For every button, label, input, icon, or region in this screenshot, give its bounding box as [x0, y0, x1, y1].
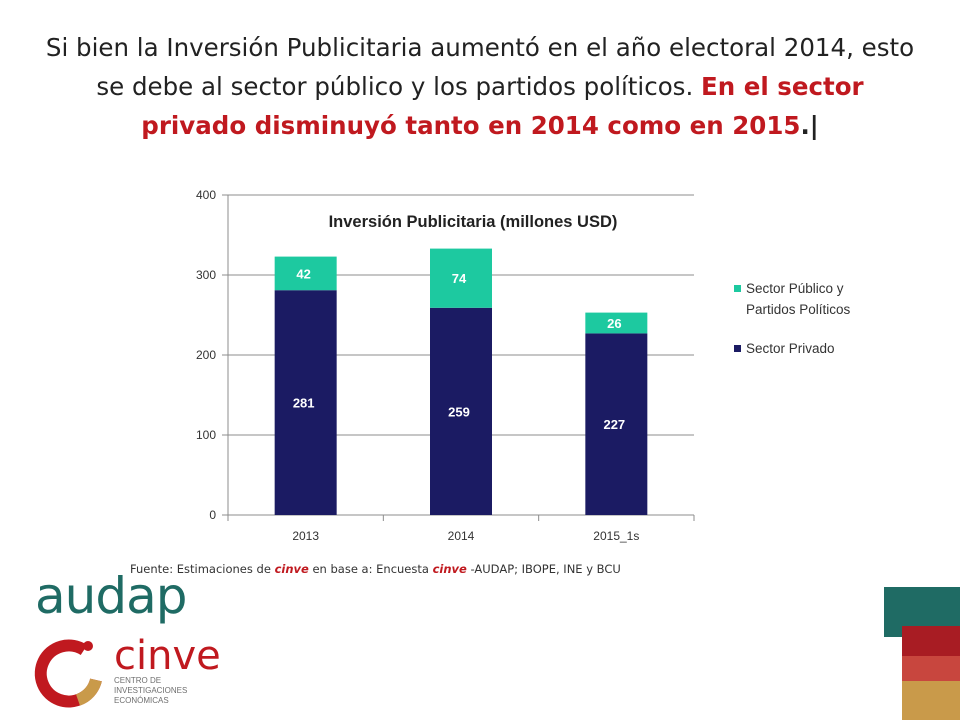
decor-block-coral — [902, 656, 960, 681]
legend-swatch — [734, 285, 741, 292]
source-middle: en base a: Encuesta — [312, 562, 429, 576]
chart-title: Inversión Publicitaria (millones USD) — [329, 213, 618, 231]
legend-label: Partidos Políticos — [746, 302, 851, 317]
bar-privado — [274, 290, 337, 515]
decor-block-red — [902, 626, 960, 656]
bar-privado — [585, 333, 648, 515]
cinve-logo: cinve CENTRO DE INVESTIGACIONES ECONÓMIC… — [34, 633, 234, 712]
cinve-subtitle: CENTRO DE INVESTIGACIONES ECONÓMICAS — [114, 676, 234, 706]
source-prefix: Fuente: Estimaciones de — [130, 562, 271, 576]
cinve-subtitle-line: ECONÓMICAS — [114, 696, 169, 705]
data-label: 281 — [293, 396, 315, 411]
legend-label: Sector Público y — [746, 281, 844, 296]
data-label: 259 — [448, 404, 470, 419]
y-tick-label: 0 — [209, 508, 216, 522]
bar-publico — [430, 248, 492, 308]
y-tick-label: 100 — [196, 428, 216, 442]
x-tick-label: 2014 — [448, 529, 475, 543]
source-brand-1: cinve — [274, 562, 309, 576]
y-tick-label: 200 — [196, 348, 216, 362]
cinve-subtitle-line: INVESTIGACIONES — [114, 686, 188, 695]
title-text-highlight: En el sector privado disminuyó tanto en … — [141, 72, 864, 140]
y-tick-label: 400 — [196, 188, 216, 202]
text-cursor: | — [809, 111, 819, 140]
title-period: . — [800, 111, 810, 140]
audap-logo: audap — [35, 567, 187, 625]
source-note: Fuente: Estimaciones de cinve en base a:… — [130, 562, 621, 576]
data-label: 227 — [603, 417, 625, 432]
legend-swatch — [734, 345, 741, 352]
x-tick-label: 2015_1s — [593, 529, 639, 543]
bar-publico — [274, 256, 337, 291]
bar-privado — [430, 307, 492, 515]
cinve-wordmark: cinve — [114, 633, 221, 679]
bar-publico — [585, 312, 648, 334]
cinve-ring-icon — [34, 639, 102, 708]
cinve-subtitle-line: CENTRO DE — [114, 676, 162, 685]
decor-block-gold — [902, 681, 960, 720]
y-tick-label: 300 — [196, 268, 216, 282]
slide-title: Si bien la Inversión Publicitaria aument… — [40, 28, 920, 145]
source-brand-2: cinve — [432, 562, 467, 576]
data-label: 42 — [296, 266, 310, 281]
title-text-main: Si bien la Inversión Publicitaria aument… — [45, 33, 915, 101]
data-label: 26 — [607, 316, 621, 331]
data-label: 74 — [452, 271, 467, 286]
x-tick-label: 2013 — [292, 529, 319, 543]
legend-label: Sector Privado — [746, 341, 835, 356]
source-suffix: -AUDAP; IBOPE, INE y BCU — [470, 562, 621, 576]
